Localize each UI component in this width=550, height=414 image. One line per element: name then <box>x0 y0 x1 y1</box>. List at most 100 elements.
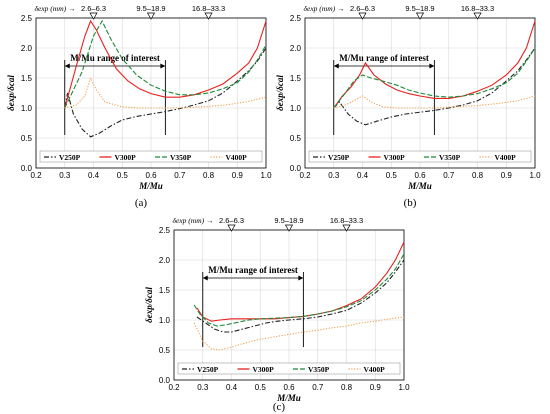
x-axis-label: M/Mu <box>138 181 163 191</box>
x-axis-label: M/Mu <box>407 181 432 191</box>
top-marker-label: 9.5–18.9 <box>136 4 165 13</box>
chart-panel-3: 0.0 0.5 1.0 1.5 2.0 2.5 0.2 0.3 0.4 0.5 0.6 0.7 0.8 0… <box>144 216 410 413</box>
y-tick-label: 2.0 <box>21 44 33 53</box>
top-marker-triangle <box>227 224 236 232</box>
panel-label: (b) <box>404 197 417 209</box>
top-marker-triangle <box>342 224 351 232</box>
y-tick-label: 2.5 <box>290 14 302 23</box>
series-line-v250p <box>196 259 405 333</box>
x-tick-label: 0.3 <box>328 171 340 180</box>
legend-label-v250p: V250P <box>328 153 350 162</box>
range-arrow-head-left <box>333 63 339 69</box>
top-marker-label: 9.5–18.9 <box>405 4 434 13</box>
series-line-v350p <box>193 253 405 327</box>
x-tick-label: 0.2 <box>168 383 180 392</box>
x-tick-label: 0.4 <box>357 171 369 180</box>
panel-label: (c) <box>273 401 286 413</box>
top-marker-triangle <box>358 12 367 20</box>
y-tick-label: 1.5 <box>290 74 302 83</box>
y-tick-label: 0.0 <box>21 164 33 173</box>
top-marker-triangle <box>146 12 156 20</box>
x-tick-label: 0.6 <box>414 171 426 180</box>
x-tick-label: 0.5 <box>117 171 129 180</box>
x-tick-label: 0.3 <box>59 171 71 180</box>
range-arrow-head-right <box>160 63 166 69</box>
legend-box <box>308 150 532 163</box>
series-line-v300p <box>196 241 405 322</box>
x-tick-label: 0.7 <box>443 171 455 180</box>
y-tick-label: 2.5 <box>159 226 171 235</box>
top-marker-triangle <box>89 12 98 20</box>
legend-label-v350p: V350P <box>439 153 461 162</box>
x-tick-label: 0.5 <box>386 171 398 180</box>
top-marker-label: 16.8–33.3 <box>330 216 363 225</box>
legend-label-v250p: V250P <box>59 153 81 162</box>
x-tick-label: 0.8 <box>472 171 484 180</box>
x-tick-label: 0.3 <box>197 383 209 392</box>
top-axis-title: δexp (mm) → <box>173 216 214 225</box>
x-tick-label: 0.6 <box>145 171 157 180</box>
series-line-v300p <box>333 20 536 109</box>
legend-box <box>39 150 263 163</box>
top-marker-label: 16.8–33.3 <box>192 4 225 13</box>
legend-label-v300p: V300P <box>253 365 275 374</box>
legend-label-v400p: V400P <box>226 153 248 162</box>
x-tick-label: 1.0 <box>398 383 410 392</box>
x-tick-label: 0.2 <box>299 171 311 180</box>
x-tick-label: 0.9 <box>370 383 382 392</box>
top-axis-title: δexp (mm) → <box>35 4 76 13</box>
x-tick-label: 0.5 <box>255 383 267 392</box>
top-marker-label: 2.6–6.3 <box>81 4 106 13</box>
chart-panel-1: 0.0 0.5 1.0 1.5 2.0 2.5 0.2 0.3 0.4 0.5 0.6 0.7 0.8 0… <box>6 4 272 209</box>
top-marker-triangle <box>415 12 425 20</box>
y-tick-label: 1.0 <box>21 104 33 113</box>
y-tick-label: 1.0 <box>159 316 171 325</box>
x-tick-label: 0.4 <box>226 383 238 392</box>
top-marker-label: 9.5–18.9 <box>274 216 303 225</box>
legend-label-v350p: V350P <box>308 365 330 374</box>
series-line-v350p <box>333 47 536 109</box>
x-tick-label: 1.0 <box>260 171 272 180</box>
legend-label-v350p: V350P <box>170 153 192 162</box>
top-marker-triangle <box>473 12 482 20</box>
x-tick-label: 0.9 <box>501 171 513 180</box>
x-tick-label: 0.8 <box>341 383 353 392</box>
range-arrow-head-left <box>202 275 208 281</box>
y-tick-label: 0.0 <box>290 164 302 173</box>
y-tick-label: 1.5 <box>21 74 33 83</box>
y-tick-label: 0.0 <box>159 376 171 385</box>
range-arrow-head-left <box>64 63 70 69</box>
x-tick-label: 0.9 <box>232 171 244 180</box>
y-tick-label: 0.5 <box>21 134 33 143</box>
legend-label-v400p: V400P <box>364 365 386 374</box>
x-tick-label: 0.6 <box>283 383 295 392</box>
legend-label-v300p: V300P <box>115 153 137 162</box>
x-tick-label: 1.0 <box>529 171 541 180</box>
y-tick-label: 1.0 <box>290 104 302 113</box>
x-axis-label: M/Mu <box>276 393 301 403</box>
series-line-v250p <box>64 47 267 138</box>
legend-label-v300p: V300P <box>384 153 406 162</box>
top-marker-label: 2.6–6.3 <box>350 4 375 13</box>
x-tick-label: 0.7 <box>312 383 324 392</box>
series-line-v400p <box>333 95 536 109</box>
top-marker-triangle <box>284 224 294 232</box>
top-marker-label: 2.6–6.3 <box>219 216 244 225</box>
y-tick-label: 2.5 <box>21 14 33 23</box>
legend-label-v400p: V400P <box>495 153 517 162</box>
range-of-interest-label: M/Mu range of interest <box>70 53 160 63</box>
legend-box <box>177 362 401 375</box>
range-arrow-head-right <box>298 275 304 281</box>
x-tick-label: 0.8 <box>203 171 215 180</box>
x-tick-label: 0.4 <box>88 171 100 180</box>
y-axis-label: δexp/δcal <box>275 75 285 111</box>
top-marker-triangle <box>204 12 213 20</box>
y-tick-label: 2.0 <box>159 256 171 265</box>
range-of-interest-label: M/Mu range of interest <box>339 53 429 63</box>
x-tick-label: 0.7 <box>174 171 186 180</box>
y-tick-label: 0.5 <box>290 134 302 143</box>
y-axis-label: δexp/δcal <box>144 287 154 323</box>
x-tick-label: 0.2 <box>30 171 42 180</box>
y-tick-label: 0.5 <box>159 346 171 355</box>
